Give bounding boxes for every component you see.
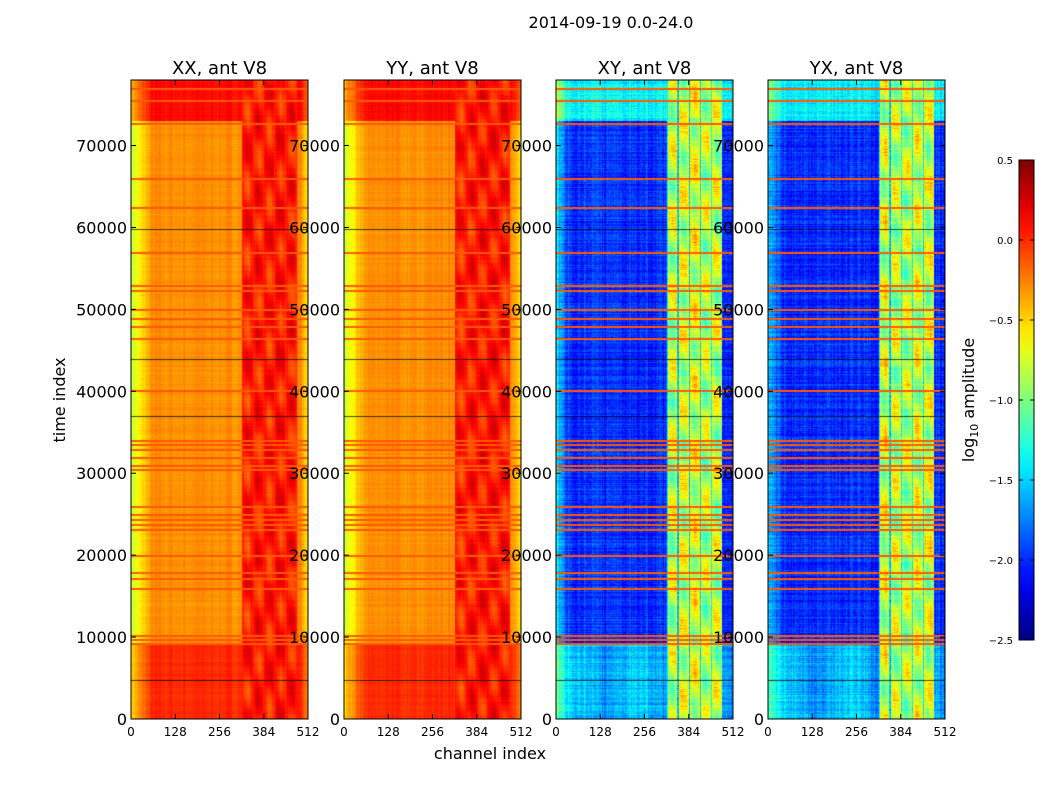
y-tick-label: 0	[330, 710, 340, 729]
y-tick-label: 30000	[501, 464, 552, 483]
axes-frame-0	[130, 79, 309, 720]
y-tick-label: 40000	[289, 382, 340, 401]
panel-title-1: YY, ant V8	[385, 58, 478, 79]
y-tick-label: 50000	[713, 300, 764, 319]
y-tick-label: 70000	[76, 137, 127, 156]
x-tick-label: 128	[801, 725, 824, 739]
heatmap-image-2	[556, 80, 733, 719]
y-tick-label: 30000	[76, 464, 127, 483]
y-tick-label: 10000	[76, 628, 127, 647]
colorbar-tick-label: −0.5	[989, 316, 1013, 327]
panel-title-2: XY, ant V8	[598, 58, 692, 79]
y-axis-label: time index	[50, 357, 69, 442]
x-tick-label: 512	[722, 725, 745, 739]
y-tick-label: 70000	[289, 137, 340, 156]
y-tick-label: 60000	[501, 218, 552, 237]
x-tick-label: 0	[127, 725, 135, 739]
y-tick-label: 20000	[76, 546, 127, 565]
y-tick-label: 30000	[289, 464, 340, 483]
x-tick-label: 384	[252, 725, 275, 739]
y-tick-label: 40000	[76, 382, 127, 401]
figure-title: 2014-09-19 0.0-24.0	[529, 13, 694, 32]
y-tick-label: 40000	[501, 382, 552, 401]
y-tick-label: 20000	[501, 546, 552, 565]
axes-frame-3	[767, 79, 946, 720]
y-tick-label: 0	[117, 710, 127, 729]
y-tick-label: 60000	[713, 218, 764, 237]
y-tick-label: 10000	[289, 628, 340, 647]
colorbar-tick-label: −2.0	[989, 556, 1013, 567]
y-tick-label: 20000	[289, 546, 340, 565]
x-tick-label: 512	[510, 725, 533, 739]
colorbar-tick-label: −2.5	[989, 636, 1013, 647]
panel-title-3: YX, ant V8	[809, 58, 904, 79]
y-tick-label: 50000	[501, 300, 552, 319]
y-tick-label: 0	[754, 710, 764, 729]
panel-title-0: XX, ant V8	[172, 58, 267, 79]
y-tick-label: 10000	[501, 628, 552, 647]
x-tick-label: 384	[889, 725, 912, 739]
y-tick-label: 10000	[713, 628, 764, 647]
x-axis-label: channel index	[434, 744, 546, 763]
axes-frame-2	[555, 79, 734, 720]
x-tick-label: 256	[845, 725, 868, 739]
x-tick-label: 128	[589, 725, 612, 739]
x-tick-label: 0	[340, 725, 348, 739]
y-tick-label: 20000	[713, 546, 764, 565]
y-tick-label: 70000	[713, 137, 764, 156]
y-tick-label: 60000	[76, 218, 127, 237]
x-tick-label: 0	[764, 725, 772, 739]
y-tick-label: 0	[542, 710, 552, 729]
y-tick-label: 30000	[713, 464, 764, 483]
y-tick-label: 60000	[289, 218, 340, 237]
x-tick-label: 256	[633, 725, 656, 739]
heatmap-image-3	[768, 80, 945, 719]
y-tick-label: 50000	[289, 300, 340, 319]
x-tick-label: 128	[164, 725, 187, 739]
axes-frame-1	[343, 79, 522, 720]
x-tick-label: 256	[208, 725, 231, 739]
x-tick-label: 384	[677, 725, 700, 739]
x-tick-label: 128	[377, 725, 400, 739]
y-tick-label: 40000	[713, 382, 764, 401]
x-tick-label: 0	[552, 725, 560, 739]
x-tick-label: 256	[421, 725, 444, 739]
heatmap-image-0	[131, 80, 308, 719]
colorbar-label: log10 amplitude	[959, 338, 981, 462]
x-tick-label: 512	[297, 725, 320, 739]
colorbar-tick-label: 0.5	[997, 156, 1013, 167]
colorbar-tick-label: −1.0	[989, 396, 1013, 407]
heatmap-image-1	[344, 80, 521, 719]
colorbar-tick-label: −1.5	[989, 476, 1013, 487]
x-tick-label: 384	[465, 725, 488, 739]
y-tick-label: 50000	[76, 300, 127, 319]
colorbar-tick-label: 0.0	[997, 236, 1013, 247]
x-tick-label: 512	[934, 725, 957, 739]
y-tick-label: 70000	[501, 137, 552, 156]
